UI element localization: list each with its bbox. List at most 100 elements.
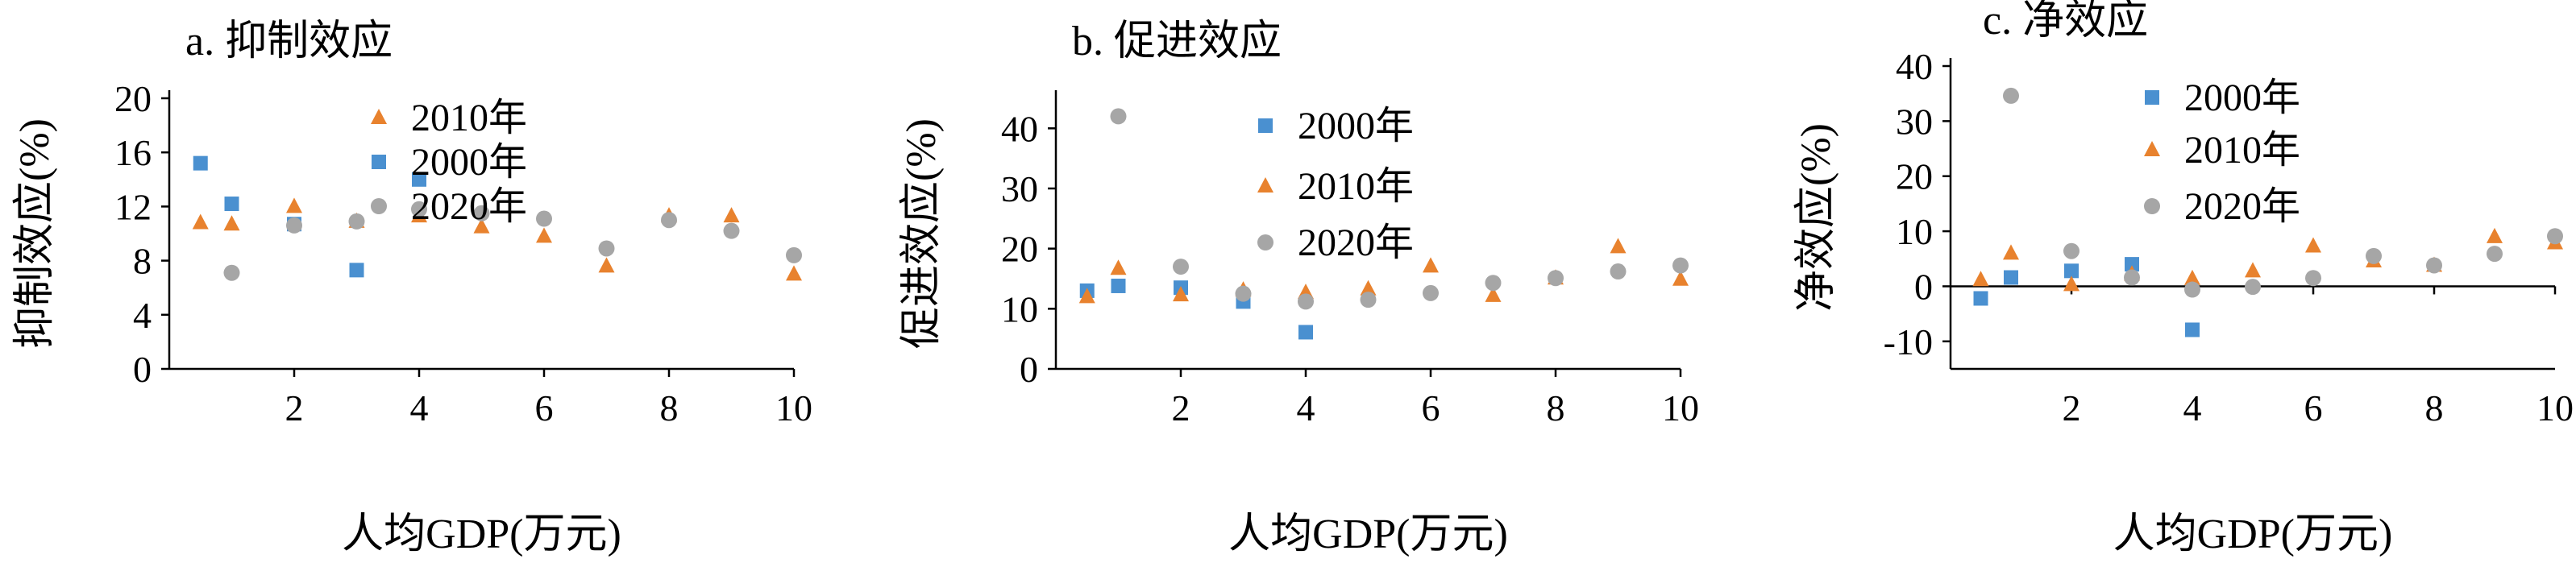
legend-label: 2010年 [2184,129,2300,172]
data-point-circle [2305,270,2321,287]
y-tick-label: 16 [114,132,152,173]
data-point-circle [598,240,615,257]
data-point-triangle [286,197,302,213]
data-point-triangle [1360,279,1377,296]
legend-label: 2010年 [411,97,527,139]
legend-marker-circle [1257,234,1273,250]
legend-marker-square [372,155,386,169]
data-point-circle [661,212,677,229]
data-point-square [2185,322,2200,337]
legend-label: 2000年 [411,141,527,184]
data-point-triangle [723,207,740,223]
y-tick-label: 30 [1001,168,1038,209]
data-point-circle [1110,108,1127,125]
data-point-triangle [1110,259,1127,275]
chart-title: b. 促进效应 [1072,19,1282,64]
data-point-triangle [2063,275,2079,292]
data-point-circle [2003,87,2019,104]
data-point-triangle [223,215,240,231]
legend-label: 2020年 [411,185,527,228]
data-point-square [2004,270,2018,285]
y-tick-label: 40 [1001,108,1038,149]
chart-title: c. 净效应 [1983,0,2148,43]
data-point-circle [2063,242,2079,259]
data-point-triangle [2487,227,2503,243]
data-point-triangle [1485,286,1502,302]
data-point-circle [1672,257,1689,274]
legend-label: 2010年 [1298,165,1414,208]
chart-title: a. 抑制效应 [185,19,393,64]
legend-label: 2000年 [1298,105,1414,147]
data-point-circle [473,205,490,221]
legend-marker-triangle [1257,177,1273,192]
data-point-circle [2184,281,2200,298]
legend-marker-square [1258,118,1273,133]
y-tick-label: 8 [133,241,152,282]
y-tick-label: 20 [114,78,152,119]
y-axis-label: 净效应(%) [1793,123,1839,312]
data-point-triangle [473,217,490,234]
y-tick-label: 20 [1001,229,1038,270]
data-point-circle [1548,270,1564,287]
data-point-square [349,263,364,278]
legend-label: 2020年 [1298,221,1414,264]
x-tick-label: 8 [660,387,679,428]
x-tick-label: 4 [2183,387,2202,428]
data-point-circle [536,210,552,227]
data-point-triangle [2305,237,2321,253]
data-point-square [2064,263,2079,279]
data-point-square [224,197,239,212]
data-point-square [2125,257,2139,272]
data-point-circle [723,222,740,239]
x-axis-label: 人均GDP(万元) [342,511,621,557]
x-tick-label: 10 [1662,387,1699,428]
data-point-circle [786,246,802,263]
data-point-triangle [2245,262,2261,278]
y-axis-label: 抑制效应(%) [12,118,58,349]
x-axis-label: 人均GDP(万元) [1228,511,1508,557]
x-tick-label: 6 [2304,387,2323,428]
data-point-triangle [1173,286,1189,302]
data-point-square [1111,278,1126,293]
x-tick-label: 4 [1297,387,1315,428]
data-point-triangle [2184,269,2200,285]
data-point-circle [1298,293,1314,310]
data-point-triangle [536,227,552,243]
data-point-circle [1485,275,1502,292]
x-tick-label: 2 [285,387,304,428]
data-point-circle [286,217,302,234]
data-point-triangle [598,257,615,273]
legend-marker-square [2145,90,2159,105]
x-tick-label: 4 [410,387,429,428]
data-point-circle [411,201,427,217]
data-point-triangle [1423,257,1439,273]
y-axis-label: 促进效应(%) [899,118,945,349]
data-point-square [1298,325,1313,340]
data-point-circle [1610,263,1627,280]
data-point-circle [2124,269,2140,286]
y-tick-label: 0 [133,349,152,390]
x-tick-label: 10 [775,387,812,428]
legend-marker-triangle [371,109,387,124]
data-point-circle [1360,292,1377,308]
y-tick-label: 10 [1001,288,1038,329]
data-point-circle [2366,247,2382,264]
x-tick-label: 8 [1547,387,1565,428]
y-tick-label: 0 [1914,266,1933,307]
data-point-circle [2245,279,2261,296]
y-tick-label: 40 [1896,46,1933,87]
data-point-triangle [786,265,802,281]
data-point-circle [1235,285,1252,302]
x-tick-label: 6 [535,387,554,428]
data-point-circle [2547,228,2563,245]
data-point-square [193,155,208,171]
y-tick-label: 10 [1896,211,1933,252]
data-point-circle [2487,246,2503,263]
data-point-circle [348,213,365,230]
x-tick-label: 2 [1172,387,1190,428]
